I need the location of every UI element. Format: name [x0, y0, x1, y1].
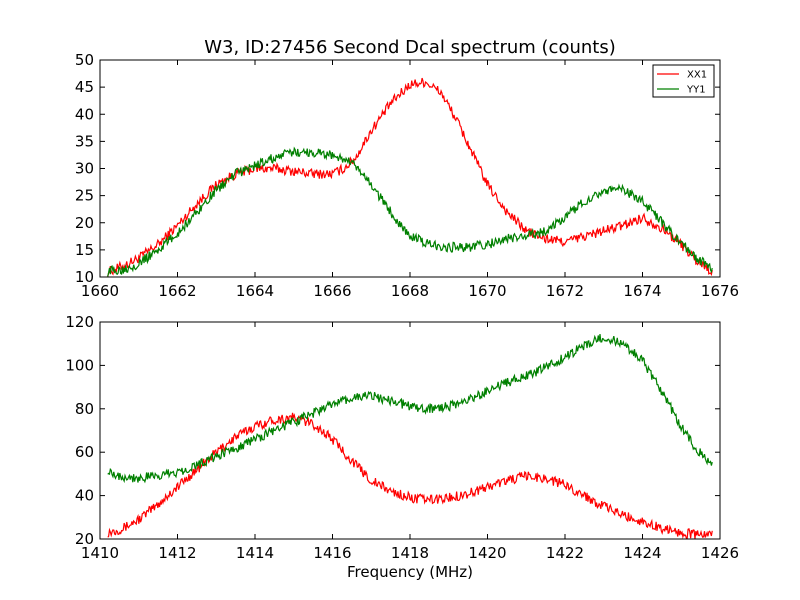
- y-tick-label-35-panel-0: 35: [75, 132, 94, 150]
- legend-label-yy1: YY1: [686, 85, 706, 96]
- x-tick-label-1410-panel-1: 1410: [81, 544, 119, 562]
- x-tick-label-1414-panel-1: 1414: [236, 544, 274, 562]
- y-tick-label-20-panel-1: 20: [75, 530, 94, 548]
- x-tick-label-1660-panel-0: 1660: [81, 282, 119, 300]
- x-tick-label-1676-panel-0: 1676: [701, 282, 739, 300]
- x-tick-label-1412-panel-1: 1412: [158, 544, 196, 562]
- y-tick-label-15-panel-0: 15: [75, 241, 94, 259]
- y-tick-label-40-panel-1: 40: [75, 487, 94, 505]
- x-tick-label-1662-panel-0: 1662: [158, 282, 196, 300]
- legend-box: [652, 64, 715, 98]
- y-tick-label-120-panel-1: 120: [65, 313, 94, 331]
- x-tick-label-1420-panel-1: 1420: [468, 544, 506, 562]
- y-tick-label-20-panel-0: 20: [75, 214, 94, 232]
- series-line-xx1-panel-0: [107, 77, 713, 277]
- top-panel: 1660 1662 1664 1666 1668 1670 1672 1674 1676 10 15…: [75, 51, 739, 300]
- x-tick-label-1424-panel-1: 1424: [623, 544, 661, 562]
- y-tick-label-100-panel-1: 100: [65, 356, 94, 374]
- y-tick-label-60-panel-1: 60: [75, 443, 94, 461]
- x-tick-label-1426-panel-1: 1426: [701, 544, 739, 562]
- series-line-yy1-panel-0: [107, 146, 713, 277]
- x-tick-label-1664-panel-0: 1664: [236, 282, 274, 300]
- x-tick-label-1416-panel-1: 1416: [313, 544, 351, 562]
- x-tick-label-1422-panel-1: 1422: [546, 544, 584, 562]
- y-tick-label-50-panel-0: 50: [75, 51, 94, 69]
- x-tick-label-1668-panel-0: 1668: [391, 282, 429, 300]
- y-tick-label-25-panel-0: 25: [75, 187, 94, 205]
- x-tick-label-1672-panel-0: 1672: [546, 282, 584, 300]
- x-tick-label-1674-panel-0: 1674: [623, 282, 661, 300]
- series-line-xx1-panel-1: [107, 412, 713, 539]
- series-line-yy1-panel-1: [107, 334, 713, 484]
- legend-label-xx1: XX1: [687, 70, 707, 81]
- y-tick-label-40-panel-0: 40: [75, 105, 94, 123]
- x-axis-label: Frequency (MHz): [347, 563, 473, 581]
- chart-title: W3, ID:27456 Second Dcal spectrum (count…: [204, 37, 616, 58]
- x-tick-label-1670-panel-0: 1670: [468, 282, 506, 300]
- y-tick-label-80-panel-1: 80: [75, 400, 94, 418]
- y-tick-label-10-panel-0: 10: [75, 268, 94, 286]
- y-tick-label-30-panel-0: 30: [75, 160, 94, 178]
- x-tick-label-1666-panel-0: 1666: [313, 282, 351, 300]
- bottom-panel: 1410 1412 1414 1416 1418 1420 1422 1424 1426 20 40…: [65, 313, 739, 562]
- x-tick-label-1418-panel-1: 1418: [391, 544, 429, 562]
- y-tick-label-45-panel-0: 45: [75, 78, 94, 96]
